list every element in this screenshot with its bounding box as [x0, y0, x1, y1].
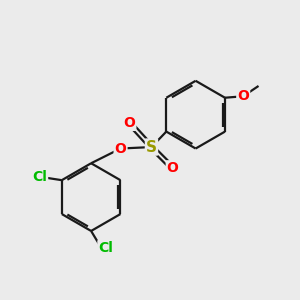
Text: O: O: [167, 161, 178, 175]
Text: O: O: [115, 142, 127, 155]
Text: O: O: [237, 89, 249, 103]
Text: Cl: Cl: [98, 241, 113, 255]
Text: S: S: [146, 140, 157, 154]
Text: Cl: Cl: [32, 170, 47, 184]
Text: O: O: [124, 116, 135, 130]
